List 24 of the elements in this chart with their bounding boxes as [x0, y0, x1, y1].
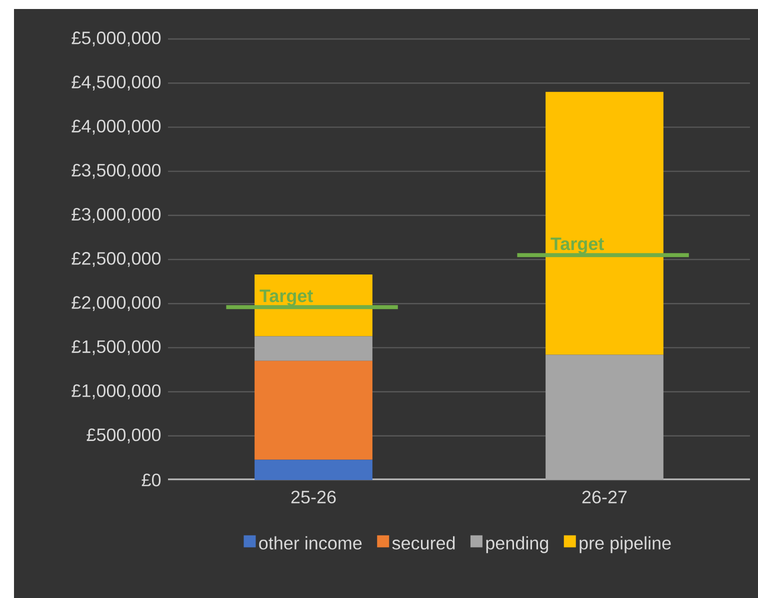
legend-label: other income [259, 536, 362, 550]
y-tick-label: £1,000,000 [72, 384, 161, 400]
y-tick-label: £4,000,000 [72, 120, 161, 135]
bar [546, 354, 664, 480]
bar [254, 360, 372, 460]
y-tick-label: £2,000,000 [72, 296, 161, 312]
y-tick-label: £3,000,000 [72, 208, 161, 223]
bar [254, 336, 372, 361]
ref-line-label: Target [550, 238, 604, 254]
bar [546, 92, 664, 355]
bar [254, 460, 372, 480]
y-tick-label: £0 [142, 474, 161, 486]
x-tick-label: 26-27 [582, 490, 627, 504]
y-tick-label: £500,000 [86, 428, 161, 444]
y-tick-label: £1,500,000 [72, 340, 161, 356]
y-tick-label: £5,000,000 [72, 32, 161, 46]
legend-label: pre pipeline [580, 536, 671, 554]
y-tick-label: £2,500,000 [72, 252, 161, 267]
x-tick-label: 25-26 [291, 490, 336, 504]
y-tick-label: £3,500,000 [72, 164, 161, 179]
legend-label: pending [486, 536, 548, 554]
y-tick-label: £4,500,000 [72, 76, 161, 91]
ref-line-label: Target [260, 290, 313, 306]
legend-label: secured [392, 536, 455, 550]
